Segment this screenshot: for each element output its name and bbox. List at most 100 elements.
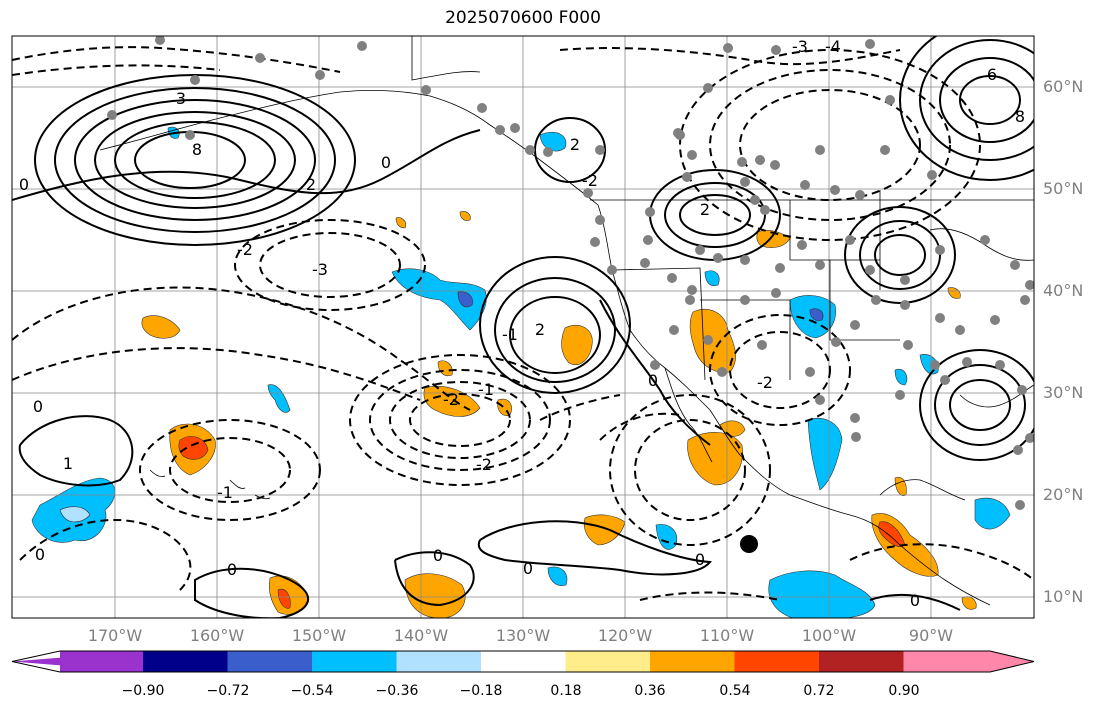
contour-label: 0 bbox=[648, 371, 658, 390]
contour-label: 0 bbox=[433, 546, 443, 565]
contour-label: -3 bbox=[312, 260, 328, 279]
observation-stations bbox=[107, 36, 1034, 510]
neg-anomaly bbox=[547, 566, 568, 586]
colorbar-tick-label: −0.36 bbox=[375, 683, 419, 699]
neg-anomaly bbox=[267, 384, 291, 413]
contour-label: -1 bbox=[502, 325, 518, 344]
lon-label-120w: 120°W bbox=[597, 626, 653, 645]
lat-label-40n: 40°N bbox=[1043, 281, 1084, 300]
colorbar-outline bbox=[11, 650, 1035, 673]
pos-anomaly bbox=[583, 514, 626, 546]
contour-label: -4 bbox=[825, 37, 841, 56]
pos-anomaly bbox=[687, 432, 743, 486]
contour-label: 0 bbox=[695, 550, 705, 569]
colorbar-tick-label: 0.36 bbox=[634, 683, 666, 699]
contour-label: 2 bbox=[570, 135, 580, 154]
pos-anomaly bbox=[277, 588, 291, 609]
contour-label: -2 bbox=[237, 240, 253, 259]
colorbar-segment bbox=[734, 651, 820, 672]
neg-anomaly bbox=[894, 368, 908, 386]
colorbar-segment bbox=[227, 651, 313, 672]
contour-label: 8 bbox=[1015, 107, 1025, 126]
colorbar-tick-label: −0.72 bbox=[206, 683, 250, 699]
colorbar-segment bbox=[481, 651, 566, 672]
contour-labels: 3 8 2 0 -2 -3 2 -2 2 0 -1 -2 0 1 -1 0 0 … bbox=[19, 37, 1025, 610]
contour-label: 0 bbox=[33, 397, 43, 416]
colorbar-tick-label: 0.18 bbox=[550, 683, 582, 699]
pos-anomaly bbox=[459, 211, 471, 221]
lat-label-10n: 10°N bbox=[1043, 587, 1084, 606]
lat-label-20n: 20°N bbox=[1043, 485, 1084, 504]
colorbar-tick-label: 0.90 bbox=[888, 683, 920, 699]
lat-label-60n: 60°N bbox=[1043, 77, 1084, 96]
neg-anomaly bbox=[704, 270, 720, 287]
contour-label: -2 bbox=[582, 171, 598, 190]
neg-anomaly bbox=[974, 497, 1011, 530]
contours-negative bbox=[12, 46, 1034, 601]
lon-label-100w: 100°W bbox=[801, 626, 857, 645]
colorbar-tick-label: 0.54 bbox=[719, 683, 751, 699]
pos-anomaly bbox=[178, 436, 209, 460]
contour-label: 0 bbox=[227, 560, 237, 579]
contour-label: 1 bbox=[63, 454, 73, 473]
neg-anomaly bbox=[768, 570, 876, 618]
colorbar-segment bbox=[565, 651, 651, 672]
colorbar bbox=[11, 650, 1035, 673]
lon-label-150w: 150°W bbox=[291, 626, 347, 645]
neg-anomaly bbox=[807, 417, 843, 491]
map-title: 2025070600 F000 bbox=[445, 8, 601, 28]
anomaly-shading bbox=[31, 126, 1011, 618]
contour-label: -2 bbox=[476, 455, 492, 474]
colorbar-tick-label: −0.54 bbox=[290, 683, 334, 699]
neg-anomaly bbox=[539, 131, 567, 152]
contour-label: 3 bbox=[176, 89, 186, 108]
neg-anomaly bbox=[391, 268, 487, 331]
contour-label: 0 bbox=[19, 175, 29, 194]
colorbar-segment bbox=[60, 651, 143, 672]
contour-label: -2 bbox=[443, 390, 459, 409]
pos-anomaly bbox=[561, 324, 593, 366]
colorbar-tick-label: −0.18 bbox=[459, 683, 503, 699]
graticule bbox=[12, 36, 1034, 618]
colorbar-segment bbox=[650, 651, 735, 672]
pos-anomaly bbox=[404, 573, 466, 618]
colorbar-segment bbox=[312, 651, 397, 672]
lat-label-30n: 30°N bbox=[1043, 383, 1084, 402]
colorbar-segment bbox=[903, 651, 990, 672]
colorbar-segment bbox=[143, 651, 228, 672]
lon-label-160w: 160°W bbox=[189, 626, 245, 645]
neg-anomaly bbox=[655, 524, 678, 550]
contour-label: -1 bbox=[217, 483, 233, 502]
colorbar-segment bbox=[396, 651, 482, 672]
lon-label-110w: 110°W bbox=[699, 626, 755, 645]
colorbar-tick-label: 0.72 bbox=[803, 683, 835, 699]
colorbar-tick-label: −0.90 bbox=[121, 683, 165, 699]
contour-label: 8 bbox=[192, 140, 202, 159]
lon-label-170w: 170°W bbox=[87, 626, 143, 645]
colorbar-segment bbox=[819, 651, 904, 672]
map-frame bbox=[11, 35, 1035, 619]
neg-anomaly bbox=[809, 308, 824, 321]
lon-label-90w: 90°W bbox=[908, 626, 954, 645]
lon-label-140w: 140°W bbox=[393, 626, 449, 645]
colorbar-extend-max bbox=[990, 651, 1034, 672]
lat-label-50n: 50°N bbox=[1043, 179, 1084, 198]
neg-anomaly bbox=[457, 291, 473, 308]
contour-label: 0 bbox=[523, 559, 533, 578]
contour-label: 0 bbox=[381, 153, 391, 172]
pos-anomaly bbox=[395, 217, 407, 229]
center-marker bbox=[740, 535, 758, 553]
contour-label: -3 bbox=[792, 37, 808, 56]
pos-anomaly bbox=[947, 287, 961, 299]
contour-label: 2 bbox=[306, 175, 316, 194]
pos-anomaly bbox=[141, 315, 181, 339]
lon-label-130w: 130°W bbox=[495, 626, 551, 645]
contour-label: 2 bbox=[535, 320, 545, 339]
contours-zero bbox=[12, 129, 711, 446]
contour-label: -1 bbox=[478, 380, 494, 399]
contour-label: 0 bbox=[910, 591, 920, 610]
contour-label: 2 bbox=[700, 200, 710, 219]
contour-label: 6 bbox=[987, 65, 997, 84]
neg-anomaly bbox=[59, 506, 91, 523]
